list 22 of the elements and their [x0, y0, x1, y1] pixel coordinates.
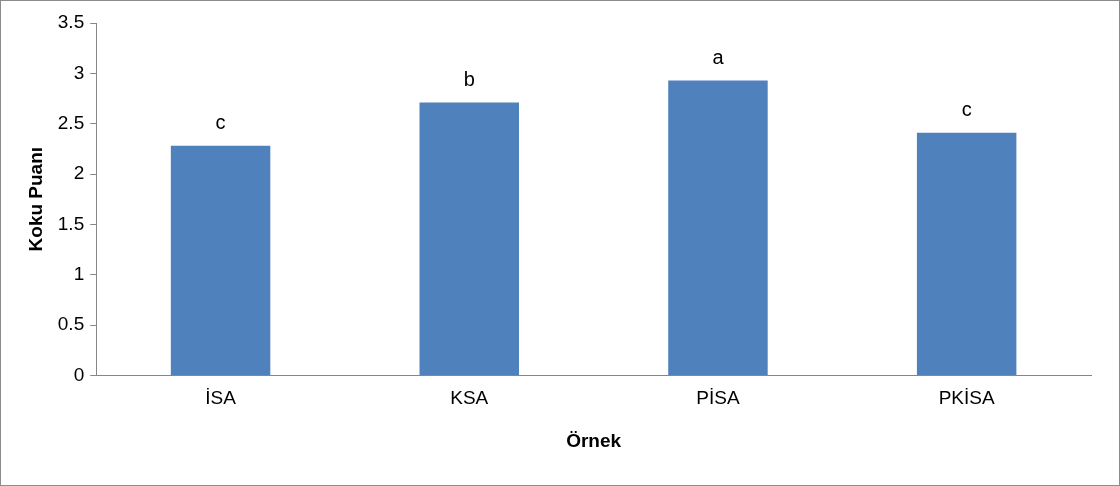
y-tick-label: 2.5 — [57, 111, 85, 133]
bar — [419, 102, 519, 375]
y-tick-label: 1 — [73, 262, 85, 284]
bar — [668, 80, 768, 375]
y-tick-label: 1.5 — [57, 212, 85, 234]
y-tick-label: 3 — [73, 61, 85, 83]
x-tick-label: PKİSA — [938, 387, 995, 409]
bar — [916, 132, 1017, 375]
y-tick-label: 3.5 — [57, 11, 85, 33]
annotation: c — [961, 98, 972, 121]
annotation: c — [215, 111, 226, 134]
annotation: b — [463, 68, 475, 91]
y-tick-label: 0 — [73, 363, 85, 385]
bar — [170, 145, 271, 375]
x-tick-label: İSA — [205, 387, 237, 409]
y-axis-title: Koku Puanı — [24, 146, 46, 252]
x-tick-label: KSA — [450, 387, 489, 409]
annotation: a — [712, 45, 725, 68]
x-axis-title: Örnek — [566, 429, 622, 451]
y-tick-label: 2 — [73, 162, 85, 184]
y-tick-label: 0.5 — [57, 313, 85, 335]
x-tick-label: PİSA — [696, 387, 740, 409]
